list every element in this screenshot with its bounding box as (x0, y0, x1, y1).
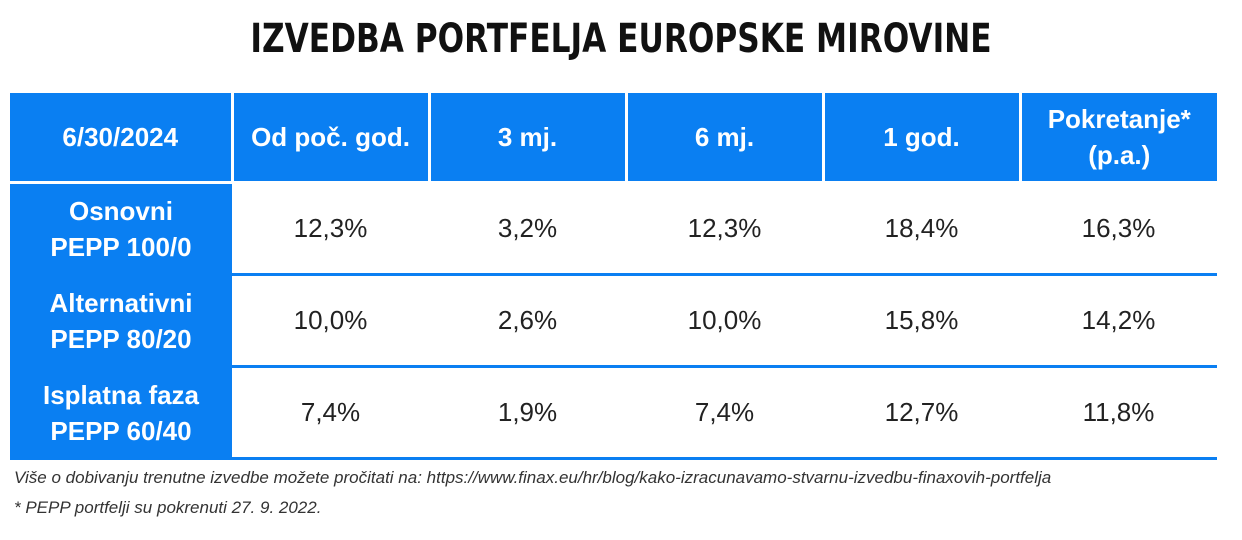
row-label: Osnovni PEPP 100/0 (10, 182, 232, 276)
value-cell: 2,6% (429, 274, 626, 368)
header-date: 6/30/2024 (10, 93, 232, 184)
value-cell: 12,7% (823, 366, 1020, 460)
row-label-line2: PEPP 60/40 (50, 415, 192, 446)
value-cell: 11,8% (1020, 366, 1217, 460)
header-inception-line2: (p.a.) (1088, 140, 1151, 170)
value-cell: 14,2% (1020, 274, 1217, 368)
value-cell: 7,4% (626, 366, 823, 460)
row-label-line1: Osnovni (68, 195, 173, 226)
header-1y: 1 god. (821, 93, 1020, 184)
value-cell: 12,3% (626, 182, 823, 276)
footnote-launch-date: * PEPP portfelji su pokrenuti 27. 9. 202… (14, 498, 322, 517)
table-row: Isplatna faza PEPP 60/40 7,4% 1,9% 7,4% … (10, 365, 1217, 460)
header-inception: Pokretanje* (p.a.) (1018, 93, 1217, 184)
value-cell: 12,3% (232, 182, 429, 276)
header-inception-line1: Pokretanje* (1047, 104, 1191, 134)
value-cell: 1,9% (429, 366, 626, 460)
footnote-more-info: Više o dobivanju trenutne izvedbe možete… (14, 468, 1052, 487)
row-label-line1: Alternativni (49, 287, 193, 318)
row-label-line1: Isplatna faza (42, 379, 200, 410)
table-row: Alternativni PEPP 80/20 10,0% 2,6% 10,0%… (10, 273, 1217, 368)
performance-table: 6/30/2024 Od poč. god. 3 mj. 6 mj. 1 god… (10, 93, 1217, 460)
header-6m: 6 mj. (624, 93, 823, 184)
value-cell: 18,4% (823, 182, 1020, 276)
value-cell: 3,2% (429, 182, 626, 276)
row-label-line2: PEPP 100/0 (50, 231, 192, 262)
value-cell: 15,8% (823, 274, 1020, 368)
page-title: IZVEDBA PORTFELJA EUROPSKE MIROVINE (250, 16, 992, 62)
value-cell: 16,3% (1020, 182, 1217, 276)
table-header-row: 6/30/2024 Od poč. god. 3 mj. 6 mj. 1 god… (10, 93, 1217, 184)
value-cell: 7,4% (232, 366, 429, 460)
header-ytd: Od poč. god. (230, 93, 429, 184)
header-3m: 3 mj. (427, 93, 626, 184)
value-cell: 10,0% (232, 274, 429, 368)
row-label: Isplatna faza PEPP 60/40 (10, 365, 232, 460)
value-cell: 10,0% (626, 274, 823, 368)
row-label-line2: PEPP 80/20 (50, 323, 192, 354)
row-label: Alternativni PEPP 80/20 (10, 273, 232, 368)
table-row: Osnovni PEPP 100/0 12,3% 3,2% 12,3% 18,4… (10, 182, 1217, 276)
